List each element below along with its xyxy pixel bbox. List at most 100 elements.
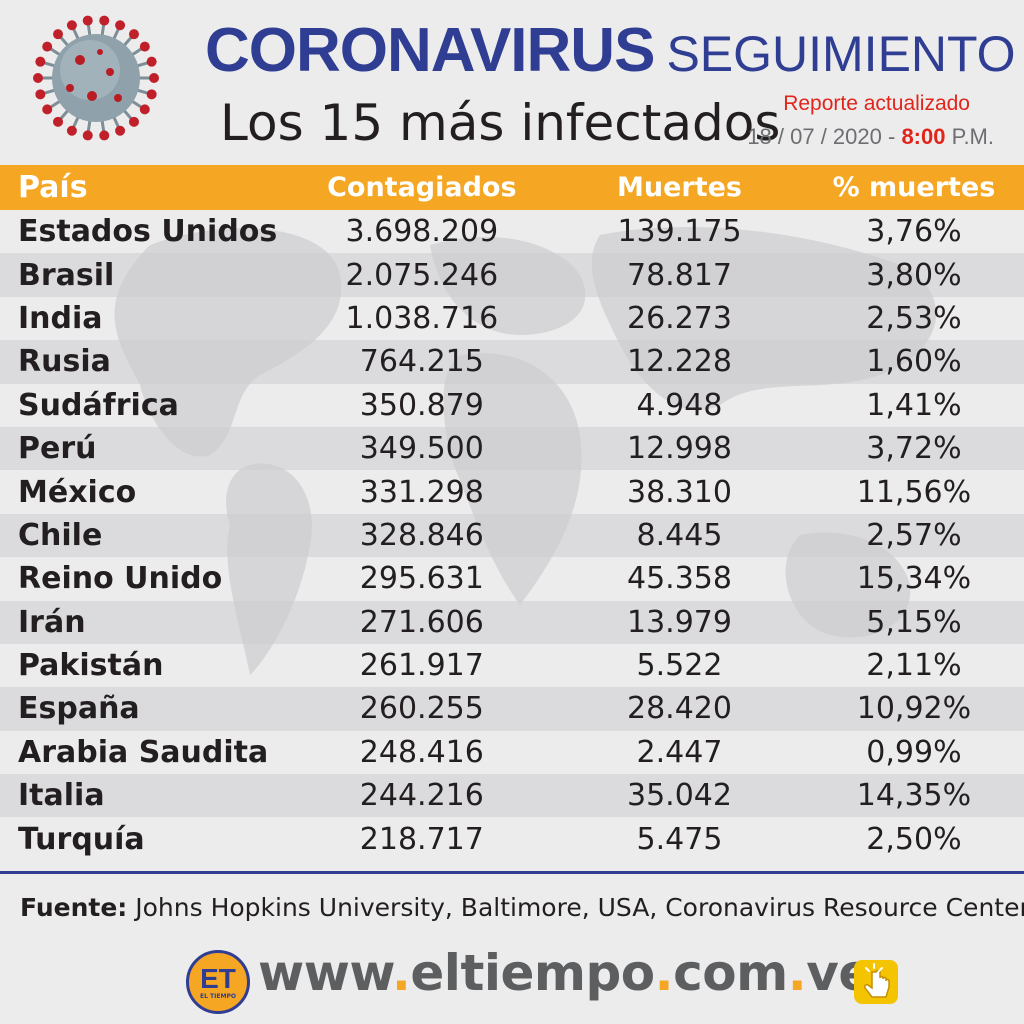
table-body: Estados Unidos 3.698.209 139.175 3,76% Brasi… xyxy=(0,210,1024,861)
cell-infected: 1.038.716 xyxy=(345,300,499,336)
table-row: Brasil 2.075.246 78.817 3,80% xyxy=(0,253,1024,297)
table-row: India 1.038.716 26.273 2,53% xyxy=(0,297,1024,340)
cell-death-rate: 5,15% xyxy=(866,604,962,640)
cell-deaths: 78.817 xyxy=(627,257,732,293)
source-line: Fuente: Johns Hopkins University, Baltim… xyxy=(20,893,1024,922)
cell-deaths: 5.522 xyxy=(636,648,723,684)
cell-deaths: 38.310 xyxy=(627,474,732,510)
cell-deaths: 2.447 xyxy=(636,734,723,770)
cell-deaths: 28.420 xyxy=(627,691,732,727)
cell-death-rate: 0,99% xyxy=(866,734,962,770)
cell-infected: 349.500 xyxy=(359,431,484,467)
cell-country: España xyxy=(18,691,140,727)
cell-country: Perú xyxy=(18,431,97,467)
cell-deaths: 4.948 xyxy=(636,387,723,423)
cell-deaths: 5.475 xyxy=(636,821,723,857)
cell-death-rate: 2,11% xyxy=(866,648,962,684)
cell-infected: 331.298 xyxy=(359,474,484,510)
table-row: Arabia Saudita 248.416 2.447 0,99% xyxy=(0,731,1024,774)
cell-deaths: 13.979 xyxy=(627,604,732,640)
source-text: Johns Hopkins University, Baltimore, USA… xyxy=(135,893,1024,922)
table-row: Rusia 764.215 12.228 1,60% xyxy=(0,340,1024,384)
table-row: Irán 271.606 13.979 5,15% xyxy=(0,600,1024,644)
table-row: España 260.255 28.420 10,92% xyxy=(0,687,1024,731)
date-text: 18 / 07 / 2020 - xyxy=(747,124,896,149)
url-dot: . xyxy=(787,944,807,1002)
cell-country: Estados Unidos xyxy=(18,214,278,250)
table-row: Sudáfrica 350.879 4.948 1,41% xyxy=(0,384,1024,427)
url-part: www xyxy=(258,944,392,1002)
eltiempo-logo: ET EL TIEMPO xyxy=(186,950,250,1014)
cell-death-rate: 2,53% xyxy=(866,300,962,336)
table-row: Chile 328.846 8.445 2,57% xyxy=(0,513,1024,558)
cell-death-rate: 10,92% xyxy=(856,691,972,727)
cell-death-rate: 1,60% xyxy=(866,344,962,380)
website-link[interactable]: www.eltiempo.com.ve xyxy=(258,944,872,1002)
cell-country: Turquía xyxy=(18,821,145,857)
table-row: Italia 244.216 35.042 14,35% xyxy=(0,774,1024,818)
table-row: Pakistán 261.917 5.522 2,11% xyxy=(0,644,1024,687)
divider xyxy=(0,871,1024,874)
cell-infected: 218.717 xyxy=(359,821,484,857)
cell-infected: 295.631 xyxy=(359,561,484,597)
table-header: País Contagiados Muertes % muertes xyxy=(0,165,1024,210)
column-header-infected: Contagiados xyxy=(327,172,517,203)
cell-infected: 764.215 xyxy=(359,344,484,380)
hand-click-icon xyxy=(854,960,898,1004)
url-part: eltiempo xyxy=(410,944,655,1002)
data-table: País Contagiados Muertes % muertes Estad… xyxy=(0,165,1024,861)
cell-infected: 271.606 xyxy=(359,604,484,640)
report-date: 18 / 07 / 2020 - 8:00 P.M. xyxy=(747,124,994,150)
cell-death-rate: 3,76% xyxy=(866,214,962,250)
cell-deaths: 35.042 xyxy=(627,778,732,814)
url-dot: . xyxy=(391,944,411,1002)
cell-infected: 261.917 xyxy=(359,648,484,684)
cell-death-rate: 14,35% xyxy=(856,778,972,814)
table-row: Turquía 218.717 5.475 2,50% xyxy=(0,817,1024,860)
table-row: Perú 349.500 12.998 3,72% xyxy=(0,426,1024,471)
url-dot: . xyxy=(654,944,674,1002)
logo-small-text: EL TIEMPO xyxy=(200,992,236,1000)
cell-death-rate: 15,34% xyxy=(856,561,972,597)
cell-death-rate: 11,56% xyxy=(856,474,972,510)
column-header-death-rate: % muertes xyxy=(832,172,996,203)
cell-country: Pakistán xyxy=(18,648,164,684)
time-text: 8:00 xyxy=(901,124,946,149)
cell-country: Italia xyxy=(18,778,105,814)
cell-country: Arabia Saudita xyxy=(18,734,269,770)
cell-death-rate: 2,57% xyxy=(866,517,962,553)
cell-country: Reino Unido xyxy=(18,561,223,597)
page-title: CORONAVIRUS SEGUIMIENTO xyxy=(205,20,1016,82)
column-header-country: País xyxy=(18,170,88,205)
cell-country: Sudáfrica xyxy=(18,387,179,423)
url-part: com xyxy=(673,944,788,1002)
cell-infected: 260.255 xyxy=(359,691,484,727)
cell-death-rate: 1,41% xyxy=(866,387,962,423)
cell-deaths: 26.273 xyxy=(627,300,732,336)
table-row: México 331.298 38.310 11,56% xyxy=(0,470,1024,513)
cell-deaths: 12.998 xyxy=(627,431,732,467)
source-label: Fuente: xyxy=(20,893,128,922)
cell-country: Brasil xyxy=(18,257,115,293)
cell-infected: 248.416 xyxy=(359,734,484,770)
column-header-deaths: Muertes xyxy=(616,172,742,203)
report-label: Reporte actualizado xyxy=(783,92,970,115)
ampm-text: P.M. xyxy=(951,124,994,149)
cell-infected: 2.075.246 xyxy=(345,257,499,293)
cell-death-rate: 3,72% xyxy=(866,431,962,467)
cell-death-rate: 3,80% xyxy=(866,257,962,293)
cell-deaths: 12.228 xyxy=(627,344,732,380)
logo-text: ET xyxy=(200,962,236,994)
subtitle: Los 15 más infectados xyxy=(220,94,781,152)
cell-country: Irán xyxy=(18,604,86,640)
cell-deaths: 8.445 xyxy=(636,517,723,553)
cell-infected: 244.216 xyxy=(359,778,484,814)
table-row: Estados Unidos 3.698.209 139.175 3,76% xyxy=(0,210,1024,253)
cell-death-rate: 2,50% xyxy=(866,821,962,857)
coronavirus-illustration xyxy=(33,15,159,141)
title-bold: CORONAVIRUS xyxy=(205,16,655,85)
cell-country: Chile xyxy=(18,517,103,553)
cell-country: Rusia xyxy=(18,344,111,380)
cell-country: México xyxy=(18,474,137,510)
